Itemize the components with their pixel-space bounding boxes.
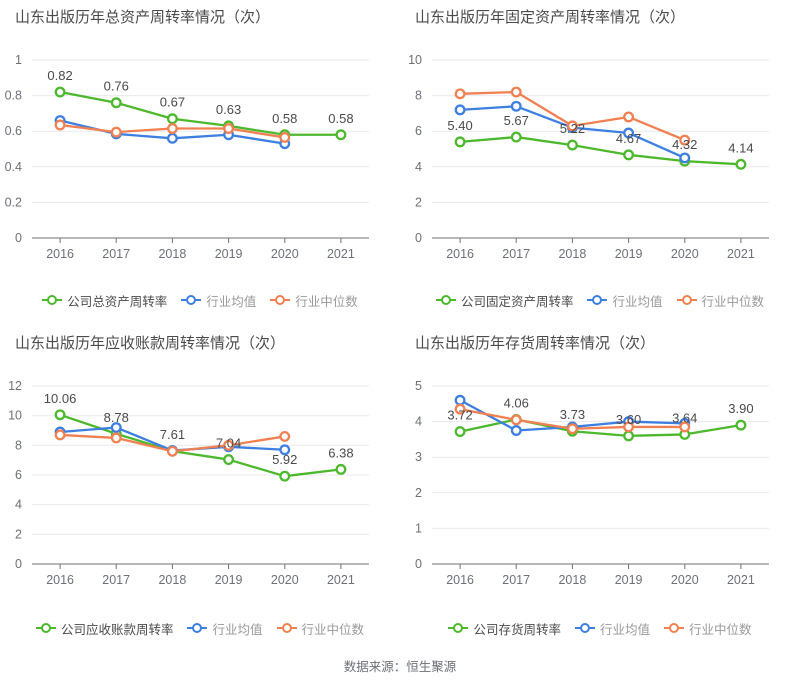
svg-text:4.67: 4.67 <box>616 131 641 146</box>
svg-text:10: 10 <box>8 409 22 423</box>
svg-text:3.72: 3.72 <box>447 408 472 423</box>
svg-text:2017: 2017 <box>102 573 130 587</box>
svg-text:山东出版历年存货周转率情况（次）: 山东出版历年存货周转率情况（次） <box>415 335 655 352</box>
svg-text:12: 12 <box>8 379 22 393</box>
svg-text:0.82: 0.82 <box>47 68 72 83</box>
svg-text:3.90: 3.90 <box>728 401 753 416</box>
svg-text:8.78: 8.78 <box>104 410 129 425</box>
svg-text:6.38: 6.38 <box>328 445 353 460</box>
svg-text:3.64: 3.64 <box>672 410 697 425</box>
svg-text:6: 6 <box>415 124 422 138</box>
svg-text:2018: 2018 <box>558 247 586 261</box>
svg-text:10: 10 <box>408 53 422 67</box>
svg-text:山东出版历年应收账款周转率情况（次）: 山东出版历年应收账款周转率情况（次） <box>15 334 285 352</box>
svg-text:2018: 2018 <box>558 573 586 587</box>
svg-text:2019: 2019 <box>215 573 243 587</box>
svg-text:0: 0 <box>15 557 22 571</box>
svg-text:3.60: 3.60 <box>616 412 641 427</box>
svg-text:3: 3 <box>415 450 422 464</box>
svg-text:1: 1 <box>15 53 22 67</box>
svg-text:山东出版历年总资产周转率情况（次）: 山东出版历年总资产周转率情况（次） <box>15 9 270 26</box>
svg-text:0: 0 <box>415 231 422 245</box>
svg-text:0.6: 0.6 <box>5 124 22 138</box>
svg-text:0.2: 0.2 <box>5 195 22 209</box>
svg-text:5.22: 5.22 <box>560 121 585 136</box>
svg-text:2019: 2019 <box>615 573 643 587</box>
svg-text:0.58: 0.58 <box>328 111 353 126</box>
svg-text:2016: 2016 <box>446 573 474 587</box>
svg-text:2020: 2020 <box>671 247 699 261</box>
svg-text:5.40: 5.40 <box>447 118 472 133</box>
svg-text:2016: 2016 <box>446 247 474 261</box>
svg-text:2: 2 <box>415 195 422 209</box>
svg-text:4: 4 <box>15 498 22 512</box>
svg-text:0.67: 0.67 <box>160 95 185 110</box>
svg-text:8: 8 <box>15 438 22 452</box>
svg-text:2021: 2021 <box>327 573 355 587</box>
svg-text:0.8: 0.8 <box>5 89 22 103</box>
svg-text:2021: 2021 <box>727 573 755 587</box>
svg-text:2021: 2021 <box>727 247 755 261</box>
svg-text:2019: 2019 <box>615 247 643 261</box>
svg-text:2020: 2020 <box>271 573 299 587</box>
svg-text:2019: 2019 <box>215 247 243 261</box>
svg-text:2017: 2017 <box>502 247 530 261</box>
svg-text:2017: 2017 <box>102 247 130 261</box>
svg-text:0: 0 <box>415 557 422 571</box>
svg-text:2: 2 <box>15 527 22 541</box>
svg-text:4.14: 4.14 <box>728 140 753 155</box>
svg-text:2018: 2018 <box>158 247 186 261</box>
svg-text:2016: 2016 <box>46 573 74 587</box>
svg-text:5: 5 <box>415 379 422 393</box>
svg-text:2017: 2017 <box>502 573 530 587</box>
svg-text:8: 8 <box>415 89 422 103</box>
svg-text:2021: 2021 <box>327 247 355 261</box>
svg-text:2020: 2020 <box>671 573 699 587</box>
svg-text:0.63: 0.63 <box>216 102 241 117</box>
svg-text:0.58: 0.58 <box>272 111 297 126</box>
svg-text:2016: 2016 <box>46 247 74 261</box>
svg-text:4.06: 4.06 <box>504 396 529 411</box>
svg-text:0.4: 0.4 <box>5 160 22 174</box>
svg-text:5.92: 5.92 <box>272 452 297 467</box>
svg-text:5.67: 5.67 <box>504 113 529 128</box>
svg-text:0.76: 0.76 <box>104 79 129 94</box>
svg-text:3.73: 3.73 <box>560 407 585 422</box>
svg-text:1: 1 <box>415 521 422 535</box>
svg-text:7.04: 7.04 <box>216 436 241 451</box>
svg-text:0: 0 <box>15 231 22 245</box>
svg-text:2020: 2020 <box>271 247 299 261</box>
svg-text:10.06: 10.06 <box>44 391 77 406</box>
svg-text:2018: 2018 <box>158 573 186 587</box>
svg-text:2: 2 <box>415 486 422 500</box>
svg-text:4: 4 <box>415 160 422 174</box>
svg-text:4: 4 <box>415 415 422 429</box>
svg-text:山东出版历年固定资产周转率情况（次）: 山东出版历年固定资产周转率情况（次） <box>415 9 685 26</box>
svg-text:7.61: 7.61 <box>160 427 185 442</box>
svg-text:4.32: 4.32 <box>672 137 697 152</box>
svg-text:6: 6 <box>15 468 22 482</box>
